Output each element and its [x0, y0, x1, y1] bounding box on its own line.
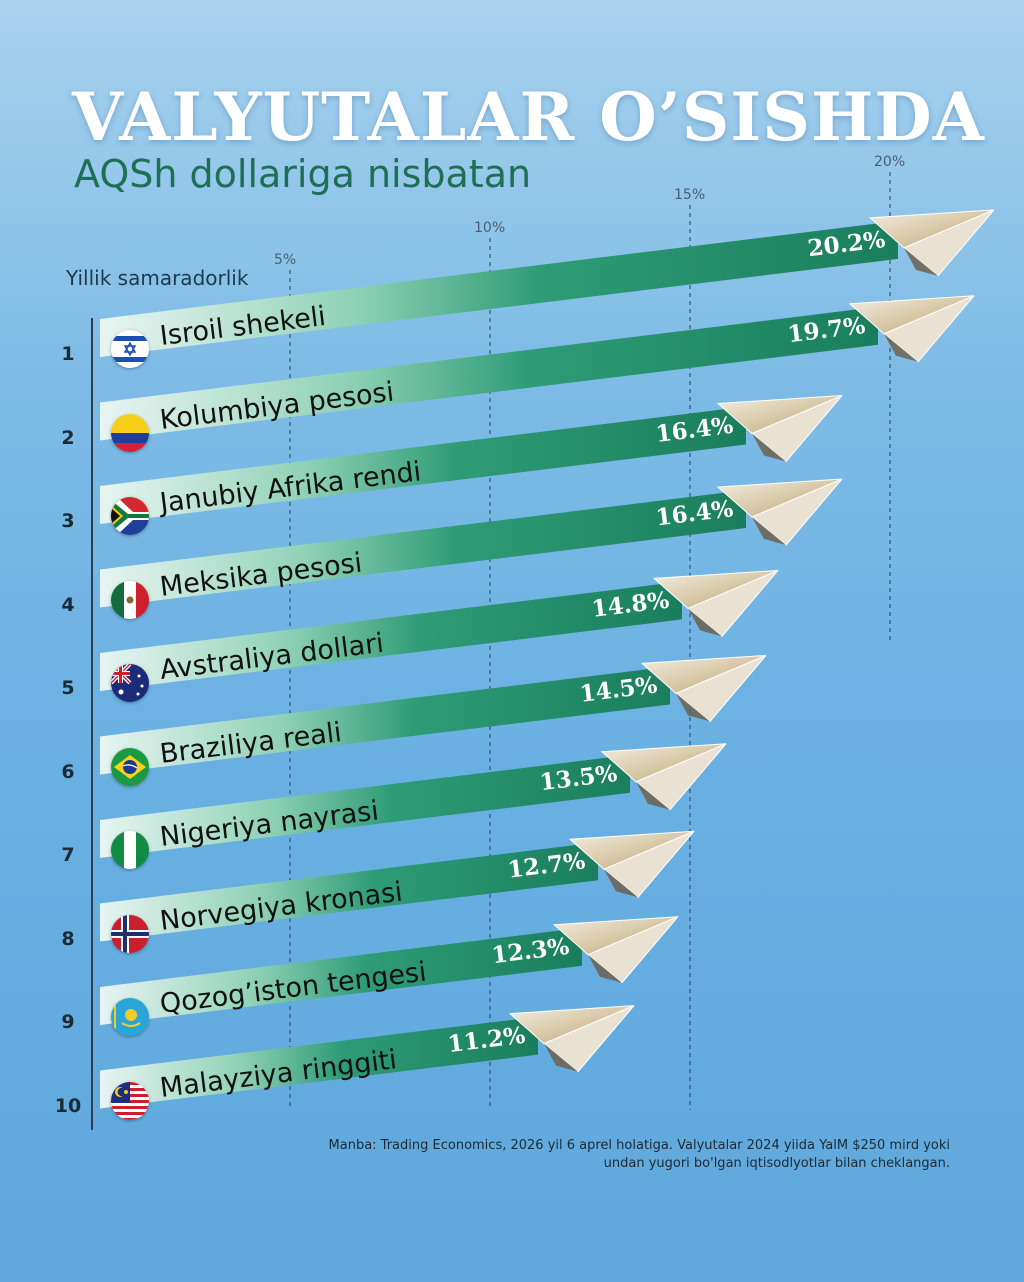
x-tick-label: 10% — [474, 220, 505, 236]
rank-axis-line — [91, 318, 93, 1130]
paper-plane-icon — [716, 395, 843, 463]
paper-plane-icon — [568, 830, 695, 898]
paper-plane-icon — [848, 295, 975, 363]
bar-10 — [100, 1016, 538, 1109]
page-subtitle: AQSh dollariga nisbatan — [74, 152, 532, 196]
kazakhstan-flag-icon — [111, 998, 149, 1036]
paper-plane-icon — [640, 654, 767, 723]
paper-plane-icon — [652, 569, 779, 638]
south-africa-flag-icon — [111, 497, 149, 535]
paper-plane-icon — [868, 209, 995, 277]
rank-number: 10 — [54, 1094, 82, 1117]
bar-5 — [100, 581, 682, 691]
rank-number: 9 — [61, 1011, 75, 1033]
paper-plane-icon — [508, 1005, 635, 1073]
bar-8 — [100, 842, 598, 942]
page-title: VALYUTALAR O’SISHDA — [72, 78, 985, 156]
mexico-flag-icon — [111, 580, 149, 619]
israel-flag-icon — [111, 330, 149, 368]
bar-2 — [100, 306, 878, 441]
malaysia-flag-icon — [111, 1081, 149, 1120]
bar-6 — [100, 666, 670, 775]
colombia-flag-icon — [111, 413, 149, 452]
x-tick-label: 20% — [874, 154, 905, 170]
rank-number: 1 — [61, 343, 75, 365]
footnote: Manba: Trading Economics, 2026 yil 6 apr… — [290, 1137, 950, 1173]
rank-number: 7 — [61, 844, 75, 866]
rank-number: 3 — [61, 510, 75, 532]
x-tick-label: 15% — [674, 187, 705, 203]
norway-flag-icon — [111, 914, 149, 953]
axis-label: Yillik samaradorlik — [66, 266, 249, 290]
paper-plane-icon — [600, 743, 727, 811]
footnote-line-1: Manba: Trading Economics, 2026 yil 6 apr… — [328, 1138, 950, 1153]
bar-3 — [100, 406, 746, 524]
paper-plane-icon — [552, 916, 679, 984]
nigeria-flag-icon — [111, 831, 149, 869]
rank-number: 2 — [61, 426, 75, 449]
brazil-flag-icon — [111, 747, 149, 786]
paper-plane-icon — [716, 478, 843, 546]
bar-1 — [100, 220, 898, 357]
bar-4 — [100, 490, 746, 608]
footnote-line-2: undan yugori bo'lgan iqtisodlyotlar bila… — [603, 1156, 950, 1171]
x-tick-label: 5% — [274, 252, 296, 268]
bar-7 — [100, 754, 630, 858]
bar-9 — [100, 927, 582, 1025]
rank-number: 5 — [61, 677, 75, 699]
australia-flag-icon — [111, 664, 149, 702]
rank-number: 4 — [61, 593, 75, 616]
rank-number: 6 — [61, 760, 75, 783]
rank-number: 8 — [61, 927, 75, 950]
